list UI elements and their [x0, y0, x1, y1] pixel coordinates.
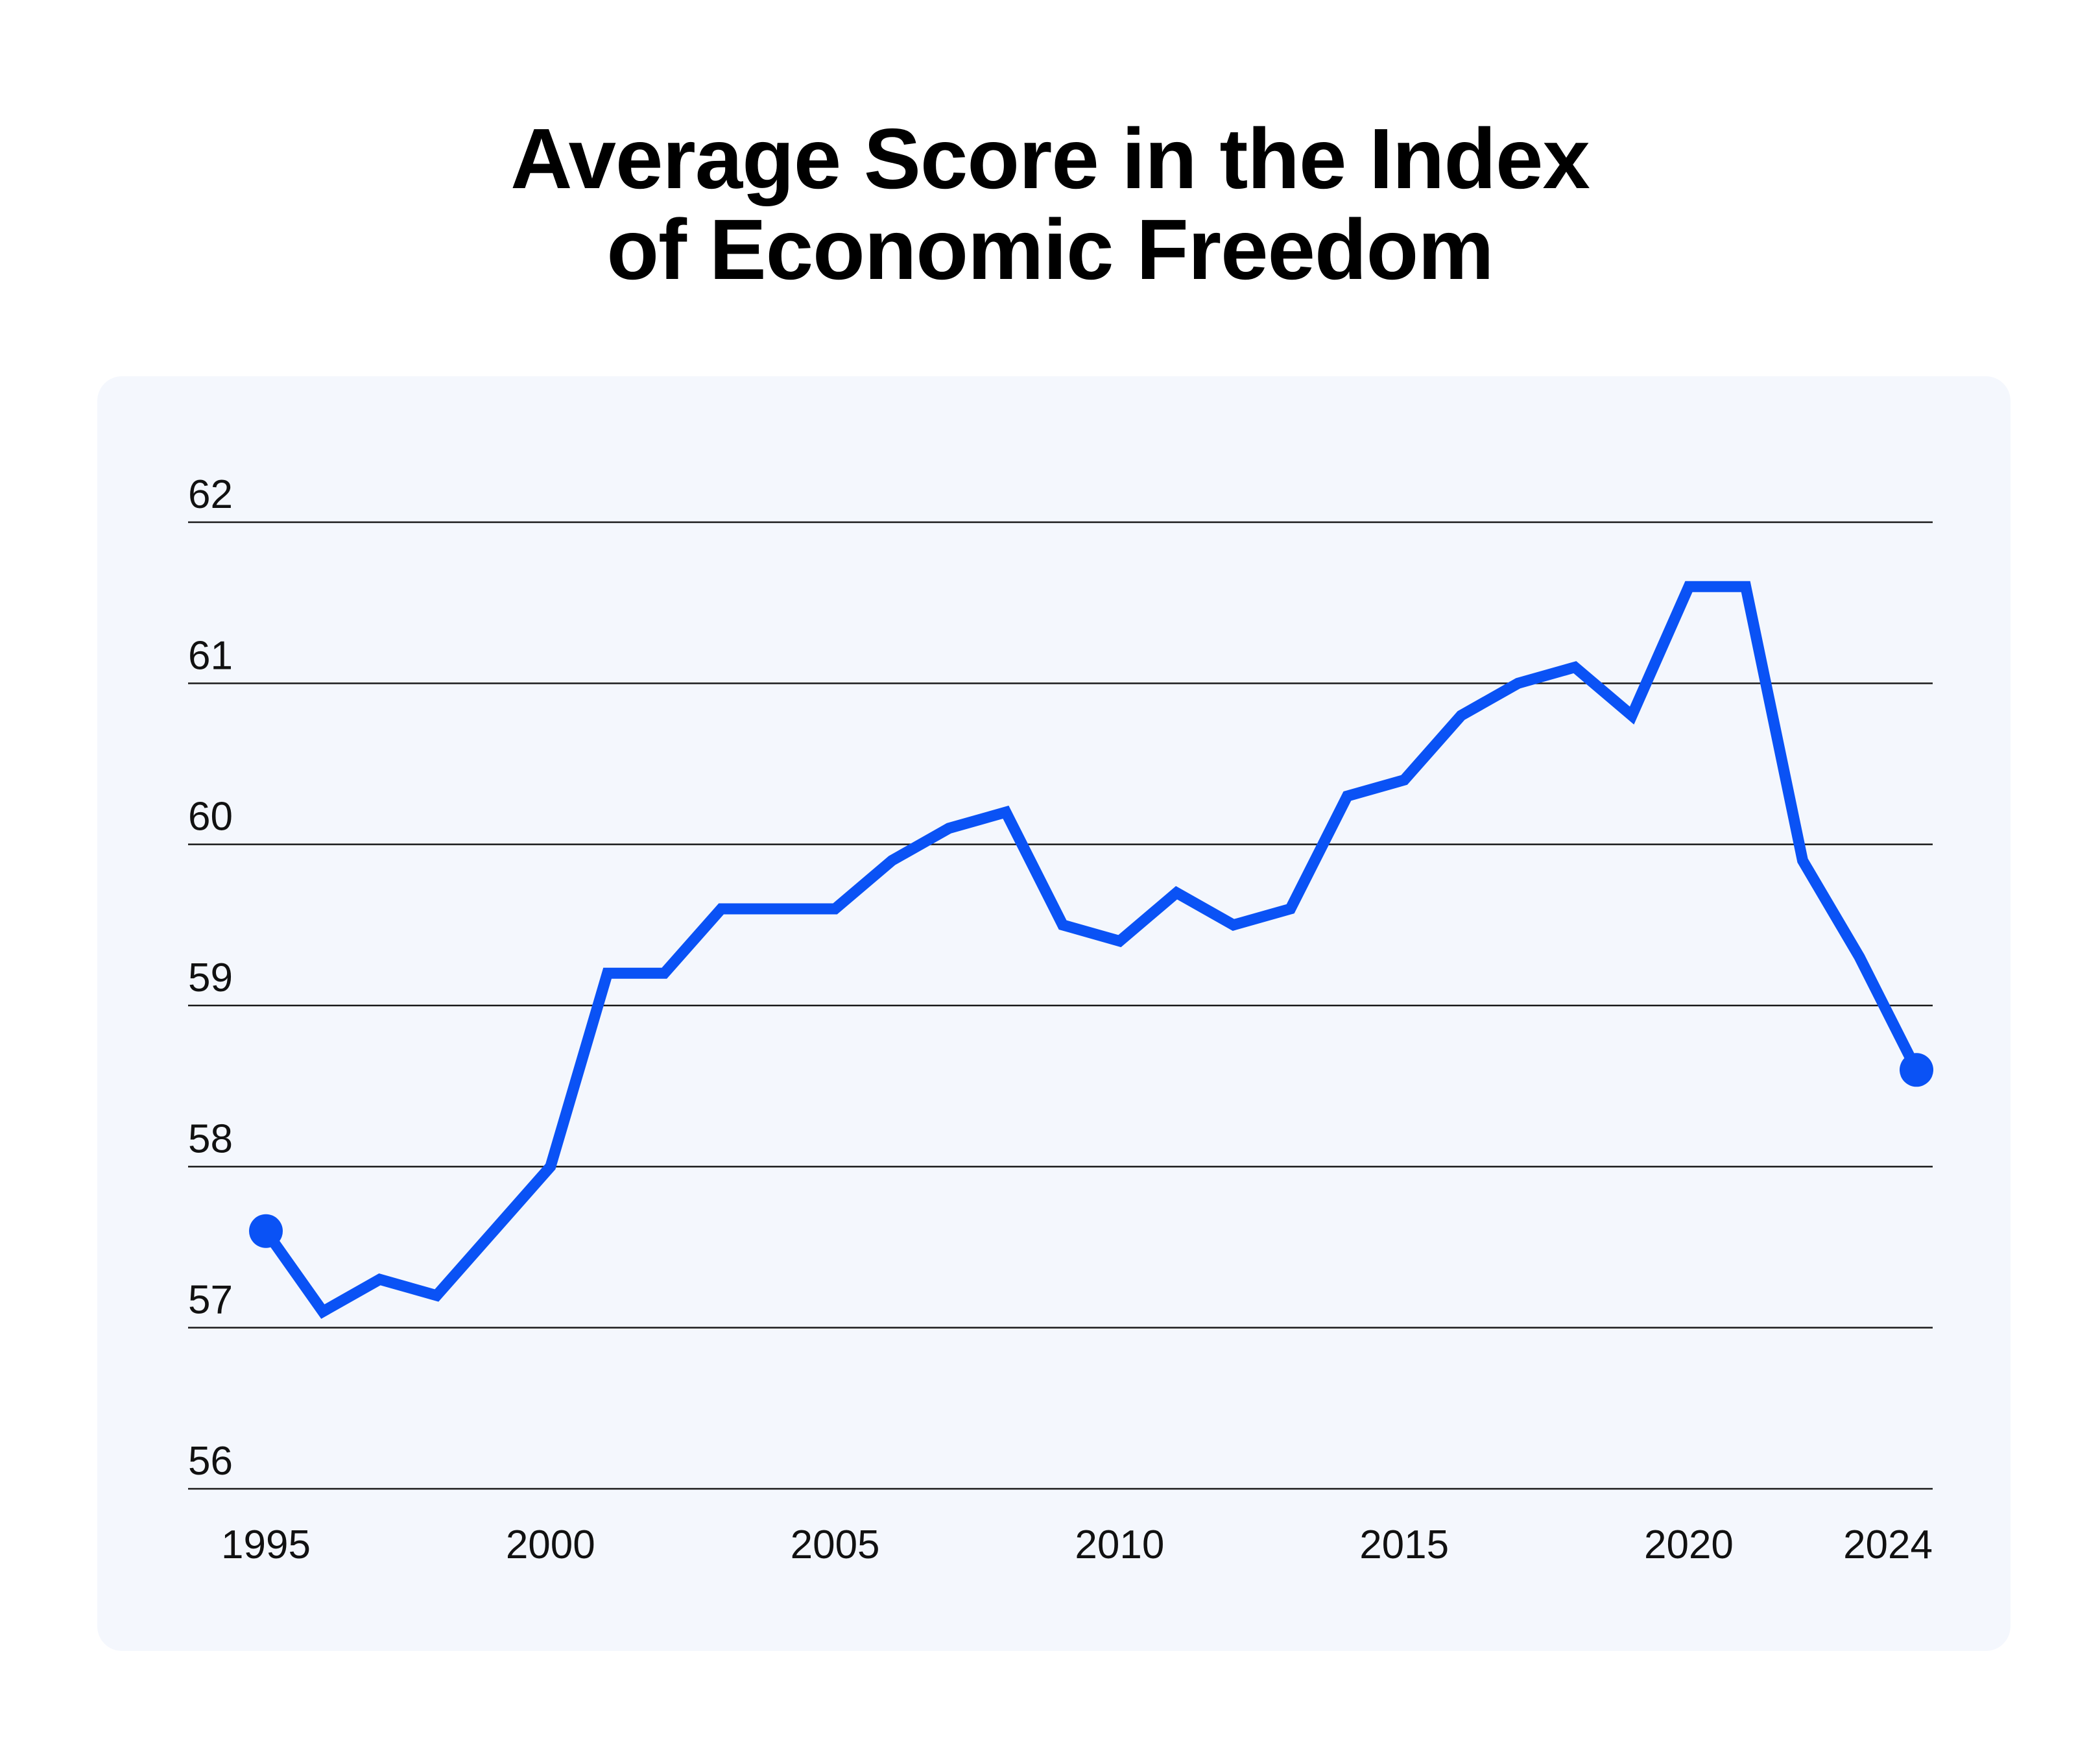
x-tick-label-2024: 2024: [1843, 1523, 1933, 1567]
y-tick-label-62: 62: [188, 472, 233, 517]
series-line-0: [261, 581, 1922, 1319]
chart-title-line-1: Average Score in the Index: [510, 111, 1590, 206]
data-point-1996: [322, 1311, 323, 1312]
series-group: [249, 581, 1933, 1319]
x-axis-tick-labels: 1995 2000 2005 2010 2015 2020 2024: [221, 1523, 1933, 1567]
y-axis-tick-labels: 62 61 60 59 58 57 56: [188, 472, 233, 1484]
y-tick-label-61: 61: [188, 633, 233, 678]
chart-title: Average Score in the Index of Economic F…: [0, 114, 2100, 295]
y-tick-label-60: 60: [188, 795, 233, 839]
start-point-marker: [249, 1214, 283, 1248]
data-point-2022: [1802, 860, 1803, 861]
x-tick-label-2005: 2005: [791, 1523, 880, 1567]
data-point-2001: [607, 973, 608, 974]
x-tick-label-2010: 2010: [1075, 1523, 1164, 1567]
chart-title-line-2: of Economic Freedom: [606, 202, 1494, 297]
data-point-1998: [436, 1295, 437, 1296]
data-point-2000: [550, 1166, 551, 1167]
data-point-2009: [1062, 924, 1063, 925]
y-tick-label-59: 59: [188, 956, 233, 1000]
x-tick-label-2015: 2015: [1359, 1523, 1449, 1567]
data-point-2008: [1005, 812, 1006, 813]
x-tick-label-2000: 2000: [506, 1523, 595, 1567]
data-point-2012: [1233, 924, 1234, 925]
y-tick-label-57: 57: [188, 1278, 233, 1323]
x-tick-label-2020: 2020: [1644, 1523, 1734, 1567]
x-tick-label-1995: 1995: [221, 1523, 311, 1567]
y-tick-label-56: 56: [188, 1439, 233, 1484]
data-point-2021: [1745, 586, 1746, 587]
end-point-marker: [1900, 1053, 1933, 1087]
data-point-2002: [664, 973, 665, 974]
data-point-1997: [379, 1279, 380, 1280]
y-tick-label-58: 58: [188, 1116, 233, 1161]
data-point-2014: [1347, 796, 1348, 797]
gridlines: [188, 521, 1933, 1490]
